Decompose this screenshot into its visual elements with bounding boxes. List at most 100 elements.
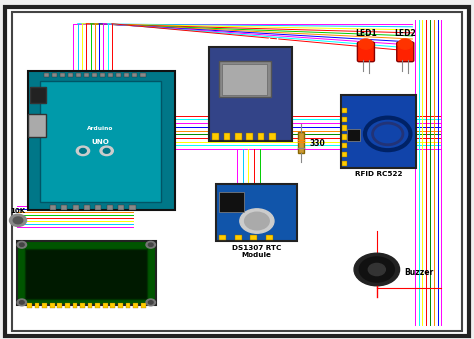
Circle shape — [76, 146, 90, 156]
FancyBboxPatch shape — [235, 235, 242, 240]
Circle shape — [148, 243, 153, 246]
Circle shape — [146, 299, 155, 306]
FancyBboxPatch shape — [132, 73, 137, 77]
FancyBboxPatch shape — [73, 205, 79, 210]
Circle shape — [359, 257, 394, 282]
FancyBboxPatch shape — [5, 7, 469, 336]
Text: 330: 330 — [309, 139, 325, 147]
FancyBboxPatch shape — [61, 205, 67, 210]
Text: DS1307 RTC
Module: DS1307 RTC Module — [232, 245, 281, 258]
FancyBboxPatch shape — [50, 303, 55, 308]
FancyBboxPatch shape — [95, 205, 101, 210]
FancyBboxPatch shape — [224, 133, 230, 140]
FancyBboxPatch shape — [258, 133, 264, 140]
FancyBboxPatch shape — [342, 143, 347, 148]
Circle shape — [17, 299, 27, 306]
Circle shape — [245, 212, 269, 230]
Text: SD Card Module: SD Card Module — [215, 38, 284, 47]
FancyBboxPatch shape — [342, 134, 347, 140]
Circle shape — [240, 209, 274, 233]
FancyBboxPatch shape — [92, 73, 97, 77]
Circle shape — [9, 214, 27, 226]
Text: Buzzer: Buzzer — [404, 268, 434, 277]
Circle shape — [368, 263, 385, 276]
FancyBboxPatch shape — [103, 303, 108, 308]
FancyBboxPatch shape — [95, 303, 100, 308]
FancyBboxPatch shape — [342, 152, 347, 157]
Circle shape — [19, 243, 24, 246]
FancyBboxPatch shape — [30, 87, 46, 103]
FancyBboxPatch shape — [17, 241, 156, 305]
Circle shape — [146, 241, 155, 248]
FancyBboxPatch shape — [141, 303, 146, 308]
FancyBboxPatch shape — [124, 73, 129, 77]
FancyBboxPatch shape — [219, 235, 226, 240]
FancyBboxPatch shape — [57, 303, 62, 308]
FancyBboxPatch shape — [65, 303, 70, 308]
FancyBboxPatch shape — [140, 73, 146, 77]
FancyBboxPatch shape — [347, 129, 360, 141]
FancyBboxPatch shape — [50, 205, 56, 210]
FancyBboxPatch shape — [28, 114, 46, 137]
FancyBboxPatch shape — [60, 73, 65, 77]
FancyBboxPatch shape — [250, 235, 257, 240]
Text: LED1: LED1 — [355, 29, 377, 38]
FancyBboxPatch shape — [129, 205, 136, 210]
FancyBboxPatch shape — [88, 303, 92, 308]
Circle shape — [148, 301, 153, 304]
FancyBboxPatch shape — [118, 205, 124, 210]
FancyBboxPatch shape — [76, 73, 81, 77]
FancyBboxPatch shape — [84, 73, 89, 77]
FancyBboxPatch shape — [40, 81, 161, 202]
Circle shape — [13, 217, 23, 224]
FancyBboxPatch shape — [28, 71, 175, 210]
FancyBboxPatch shape — [397, 42, 414, 62]
Circle shape — [19, 301, 24, 304]
Circle shape — [359, 39, 373, 49]
FancyBboxPatch shape — [133, 303, 138, 308]
Circle shape — [17, 241, 27, 248]
FancyBboxPatch shape — [118, 303, 123, 308]
FancyBboxPatch shape — [110, 303, 115, 308]
FancyBboxPatch shape — [342, 108, 347, 113]
Text: LED2: LED2 — [394, 29, 416, 38]
Circle shape — [100, 146, 113, 156]
FancyBboxPatch shape — [68, 73, 73, 77]
FancyBboxPatch shape — [212, 133, 219, 140]
FancyBboxPatch shape — [342, 125, 347, 131]
Text: UNO: UNO — [91, 139, 109, 145]
FancyBboxPatch shape — [341, 95, 416, 168]
FancyBboxPatch shape — [107, 205, 113, 210]
FancyBboxPatch shape — [269, 133, 276, 140]
FancyBboxPatch shape — [52, 73, 57, 77]
FancyBboxPatch shape — [126, 303, 130, 308]
FancyBboxPatch shape — [357, 42, 374, 62]
FancyBboxPatch shape — [298, 132, 304, 153]
Circle shape — [80, 148, 86, 153]
FancyBboxPatch shape — [219, 192, 244, 212]
FancyBboxPatch shape — [266, 235, 273, 240]
FancyBboxPatch shape — [246, 133, 253, 140]
FancyBboxPatch shape — [108, 73, 113, 77]
FancyBboxPatch shape — [219, 61, 271, 97]
Circle shape — [398, 39, 412, 49]
Circle shape — [354, 253, 400, 286]
FancyBboxPatch shape — [73, 303, 77, 308]
FancyBboxPatch shape — [342, 117, 347, 122]
Circle shape — [103, 148, 110, 153]
FancyBboxPatch shape — [42, 303, 47, 308]
FancyBboxPatch shape — [342, 161, 347, 166]
FancyBboxPatch shape — [209, 47, 292, 141]
FancyBboxPatch shape — [116, 73, 121, 77]
FancyBboxPatch shape — [100, 73, 105, 77]
FancyBboxPatch shape — [35, 303, 39, 308]
FancyBboxPatch shape — [27, 303, 32, 308]
Text: RFID RC522: RFID RC522 — [355, 171, 402, 177]
FancyBboxPatch shape — [80, 303, 85, 308]
Text: Arduino: Arduino — [87, 126, 114, 131]
FancyBboxPatch shape — [84, 205, 90, 210]
FancyBboxPatch shape — [12, 12, 462, 331]
FancyBboxPatch shape — [25, 249, 147, 299]
FancyBboxPatch shape — [222, 64, 267, 95]
Text: 10K: 10K — [10, 208, 26, 214]
